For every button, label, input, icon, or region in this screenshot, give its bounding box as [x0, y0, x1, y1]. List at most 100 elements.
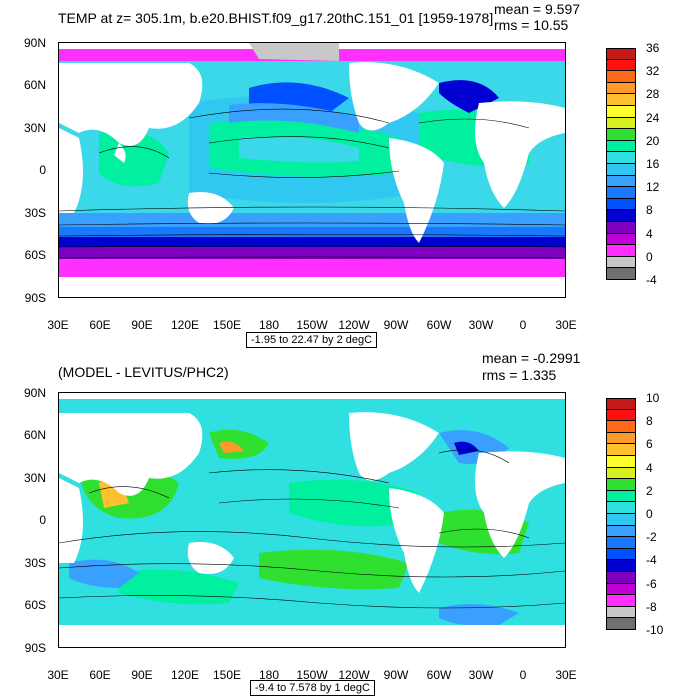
panel-temperature: TEMP at z= 305.1m, b.e20.BHIST.f09_g17.2… — [23, 1, 660, 348]
colorbar-label: -6 — [646, 576, 657, 591]
colorbar-swatch — [606, 48, 636, 60]
lon-label: 30E — [555, 318, 577, 332]
colorbar-label: 32 — [646, 64, 660, 79]
lon-label: 180 — [258, 318, 280, 332]
colorbar-swatch — [606, 444, 636, 456]
lat-label: 30S — [24, 556, 46, 570]
lon-label: 120E — [170, 668, 200, 682]
colorbar-label: 0 — [646, 249, 653, 264]
lat-label: 90N — [23, 386, 46, 400]
lat-label: 30N — [23, 471, 46, 485]
colorbar-swatch — [606, 583, 636, 596]
colorbar-swatch — [606, 117, 636, 130]
colorbar-label: 6 — [646, 437, 653, 452]
rms-value: rms = 10.55 — [494, 17, 569, 33]
lon-label: 0 — [519, 318, 527, 332]
lon-label: 150E — [212, 668, 242, 682]
map-title: (MODEL - LEVITUS/PHC2) — [58, 364, 229, 380]
colorbar-swatch — [606, 152, 636, 164]
lat-label: 60N — [23, 428, 46, 442]
colorbar-swatch — [606, 82, 636, 95]
lon-label: 60W — [426, 318, 452, 332]
colorbar-swatch — [606, 571, 636, 584]
colorbar-swatch — [606, 140, 636, 153]
lon-label: 120W — [338, 668, 370, 682]
colorbar-swatch — [606, 490, 636, 503]
colorbar-swatch — [606, 71, 636, 83]
colorbar-swatch — [606, 256, 636, 269]
colorbar-label: 8 — [646, 414, 653, 429]
colorbar-swatch — [606, 421, 636, 433]
colorbar-swatch — [606, 94, 636, 106]
lon-label: 30E — [47, 668, 69, 682]
colorbar-swatch — [606, 618, 636, 630]
lon-label: 90E — [131, 318, 153, 332]
lat-label: 90N — [23, 36, 46, 50]
temperature-map — [58, 42, 566, 298]
lat-label: 30S — [24, 206, 46, 220]
colorbar-label: -8 — [646, 599, 657, 614]
colorbar-swatch — [606, 432, 636, 445]
lon-label: 30E — [47, 318, 69, 332]
colorbar-label: 10 — [646, 391, 660, 405]
lat-label: 0 — [39, 513, 46, 527]
colorbar-label: 2 — [646, 483, 653, 498]
colorbar-label: -4 — [646, 553, 657, 568]
colorbar-swatch — [606, 198, 636, 211]
colorbar-swatch — [606, 268, 636, 280]
colorbar-swatch — [606, 537, 636, 549]
panel-difference: (MODEL - LEVITUS/PHC2) mean = -0.2991 rm… — [0, 350, 700, 700]
lon-label: 150W — [296, 668, 328, 682]
difference-map — [58, 392, 566, 648]
colorbar-swatch — [606, 233, 636, 246]
colorbar-label: 28 — [646, 87, 660, 102]
contour-range-label: -9.4 to 7.578 by 1 degC — [250, 680, 375, 696]
contour-range-label: -1.95 to 22.47 by 2 degC — [246, 332, 378, 348]
colorbar-label: 0 — [646, 507, 653, 521]
mean-value: mean = 9.597 — [494, 1, 581, 17]
mean-value: mean = -0.2991 — [482, 350, 581, 366]
lat-label: 60S — [24, 598, 46, 612]
colorbar — [606, 48, 636, 280]
colorbar-label: 4 — [646, 460, 653, 475]
colorbar-label: 8 — [646, 203, 653, 218]
lon-label: 60W — [426, 668, 452, 682]
colorbar-swatch — [606, 105, 636, 118]
colorbar-swatch — [606, 502, 636, 514]
colorbar-swatch — [606, 187, 636, 199]
colorbar-swatch — [606, 513, 636, 526]
lat-label: 0 — [39, 163, 46, 177]
lon-label: 90W — [383, 668, 409, 682]
colorbar-swatch — [606, 129, 636, 141]
lon-label: 120E — [170, 318, 200, 332]
colorbar-swatch — [606, 548, 636, 561]
map-title: TEMP at z= 305.1m, b.e20.BHIST.f09_g17.2… — [58, 10, 494, 26]
lon-label: 60E — [89, 318, 111, 332]
colorbar-swatch — [606, 210, 636, 222]
lon-label: 90E — [131, 668, 153, 682]
lat-label: 60N — [23, 78, 46, 92]
colorbar-swatch — [606, 560, 636, 572]
colorbar-swatch — [606, 595, 636, 607]
colorbar-label: 12 — [646, 180, 660, 195]
rms-value: rms = 1.335 — [482, 367, 557, 383]
colorbar-swatch — [606, 525, 636, 538]
lon-label: 0 — [519, 668, 527, 682]
lat-label: 60S — [24, 248, 46, 262]
lon-label: 150E — [212, 318, 242, 332]
lon-label: 120W — [338, 318, 370, 332]
colorbar-label: 20 — [646, 133, 660, 148]
colorbar-label: 36 — [646, 41, 660, 55]
colorbar-label: -4 — [646, 273, 657, 287]
colorbar-swatch — [606, 163, 636, 176]
colorbar-swatch — [606, 59, 636, 72]
colorbar-swatch — [606, 175, 636, 188]
colorbar-label: 16 — [646, 157, 660, 171]
colorbar-swatch — [606, 398, 636, 410]
lon-label: 150W — [296, 318, 328, 332]
lon-label: 30E — [555, 668, 577, 682]
colorbar-swatch — [606, 467, 636, 480]
colorbar-swatch — [606, 245, 636, 257]
colorbar-label: -10 — [646, 623, 664, 637]
lon-label: 30W — [468, 318, 494, 332]
